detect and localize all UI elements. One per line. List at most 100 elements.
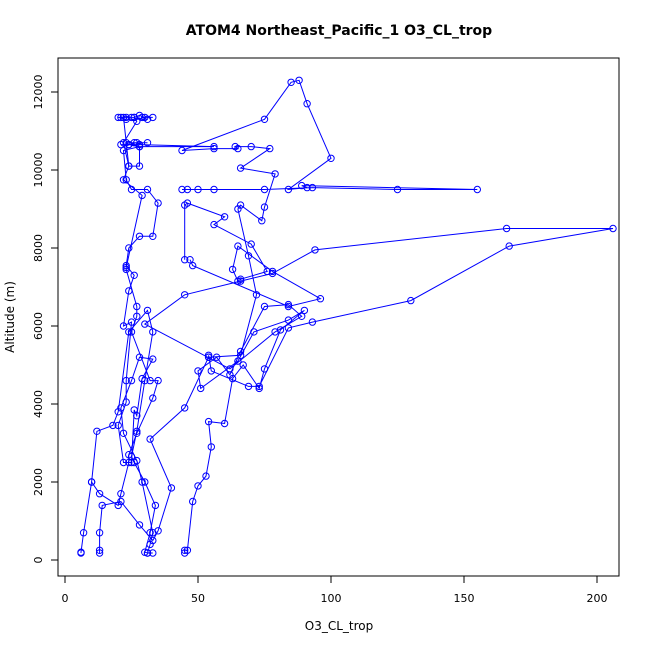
data-point bbox=[220, 213, 229, 221]
data-point bbox=[143, 185, 152, 194]
data-point bbox=[194, 367, 202, 375]
data-point bbox=[194, 185, 202, 194]
data-point bbox=[154, 527, 162, 535]
series-line-2 bbox=[99, 79, 478, 553]
data-point bbox=[316, 295, 325, 303]
series-line-5 bbox=[143, 228, 614, 553]
data-point bbox=[167, 484, 176, 492]
data-point bbox=[502, 224, 511, 233]
data-point bbox=[407, 296, 415, 305]
data-point bbox=[77, 548, 85, 556]
data-point bbox=[114, 501, 122, 510]
data-point bbox=[308, 183, 317, 192]
data-point bbox=[284, 302, 293, 311]
data-point bbox=[122, 263, 130, 272]
data-point bbox=[473, 185, 481, 194]
data-point bbox=[236, 201, 245, 209]
data-point bbox=[210, 220, 218, 229]
data-point bbox=[181, 256, 189, 264]
data-point bbox=[298, 181, 306, 190]
series-line-4 bbox=[91, 117, 159, 507]
data-point bbox=[252, 291, 261, 299]
data-point bbox=[393, 185, 402, 194]
x-tick-label: 100 bbox=[321, 592, 342, 605]
data-point bbox=[207, 367, 216, 375]
data-point bbox=[202, 472, 210, 480]
data-point bbox=[271, 328, 279, 336]
data-point bbox=[135, 142, 144, 151]
data-point bbox=[135, 232, 144, 241]
data-point bbox=[239, 361, 247, 369]
data-point bbox=[138, 374, 146, 383]
data-point bbox=[154, 199, 162, 207]
data-point bbox=[236, 347, 245, 356]
data-point bbox=[149, 549, 157, 557]
data-point bbox=[260, 302, 269, 311]
data-point bbox=[260, 365, 269, 373]
data-point bbox=[255, 384, 263, 393]
data-point bbox=[95, 546, 104, 554]
data-point bbox=[609, 224, 617, 233]
data-point bbox=[95, 549, 104, 557]
data-point bbox=[260, 115, 269, 124]
data-point bbox=[114, 421, 122, 430]
data-point bbox=[127, 376, 136, 385]
data-point bbox=[295, 76, 303, 85]
data-point bbox=[210, 144, 218, 153]
data-point bbox=[135, 521, 144, 529]
data-point bbox=[255, 382, 263, 391]
data-point bbox=[186, 256, 194, 264]
data-point bbox=[204, 351, 213, 359]
data-point bbox=[178, 185, 186, 194]
data-point bbox=[125, 458, 133, 467]
data-point bbox=[189, 261, 197, 270]
data-point bbox=[146, 435, 154, 443]
data-point bbox=[266, 144, 274, 153]
data-point bbox=[138, 191, 146, 200]
x-tick-label: 200 bbox=[587, 592, 608, 605]
data-point bbox=[327, 154, 335, 163]
data-point bbox=[181, 404, 189, 412]
x-tick-label: 150 bbox=[454, 592, 475, 605]
data-point bbox=[226, 365, 234, 373]
data-point bbox=[149, 232, 157, 241]
data-point bbox=[247, 142, 255, 151]
data-point bbox=[154, 376, 162, 385]
series-line-6 bbox=[184, 202, 322, 308]
data-point bbox=[122, 376, 130, 385]
series-layer bbox=[77, 76, 617, 557]
data-point bbox=[183, 546, 192, 554]
data-point bbox=[143, 306, 152, 315]
data-point bbox=[117, 404, 125, 412]
data-point bbox=[300, 306, 309, 315]
y-tick-label: 12000 bbox=[32, 75, 45, 110]
data-point bbox=[138, 478, 146, 486]
data-point bbox=[183, 199, 192, 207]
data-point bbox=[260, 185, 269, 194]
data-point bbox=[122, 115, 130, 124]
data-point bbox=[220, 419, 229, 428]
data-point bbox=[127, 328, 136, 336]
data-point bbox=[204, 417, 213, 426]
data-point bbox=[212, 353, 221, 361]
data-point bbox=[122, 265, 130, 274]
chart-title: ATOM4 Northeast_Pacific_1 O3_CL_trop bbox=[186, 23, 492, 39]
data-point bbox=[117, 490, 125, 498]
data-point bbox=[119, 146, 128, 155]
data-point bbox=[210, 142, 218, 151]
data-point bbox=[87, 478, 96, 486]
data-point bbox=[130, 271, 138, 279]
series-line-1 bbox=[80, 309, 156, 554]
data-point bbox=[260, 203, 269, 211]
y-axis: 0 2000 4000 6000 8000 10000 12000 bbox=[32, 75, 59, 564]
data-point bbox=[303, 100, 311, 108]
data-point bbox=[197, 384, 205, 393]
y-tick-label: 8000 bbox=[32, 234, 45, 262]
data-point bbox=[146, 540, 154, 549]
data-point bbox=[189, 497, 197, 506]
data-point bbox=[93, 427, 101, 435]
data-point bbox=[119, 176, 128, 184]
data-point bbox=[244, 382, 253, 391]
data-point bbox=[183, 185, 192, 194]
